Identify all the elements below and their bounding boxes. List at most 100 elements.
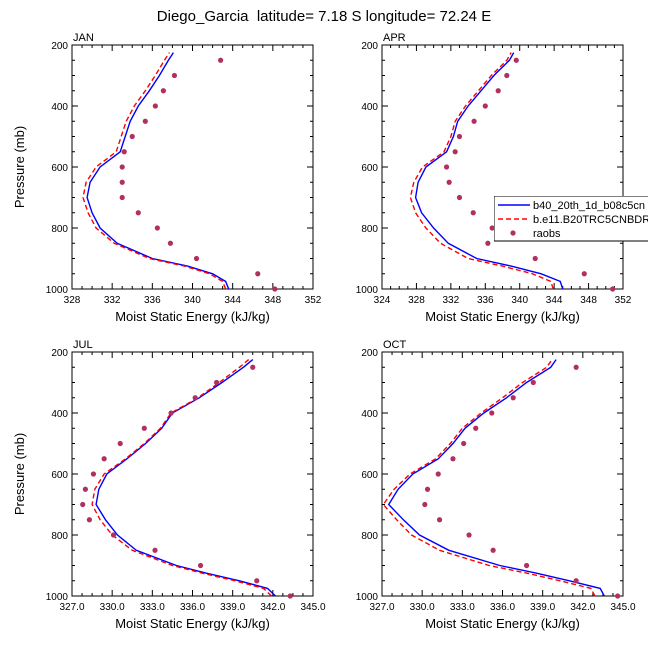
raobs-point	[197, 562, 204, 569]
series-line-b-e11	[409, 52, 554, 290]
x-tick-label: 352	[615, 295, 632, 306]
legend-entry: b.e11.B20TRC5CNBDRD	[533, 214, 648, 226]
raobs-point	[610, 286, 616, 292]
legend-entry: raobs	[533, 228, 561, 240]
raobs-point	[160, 88, 166, 94]
plot-frame	[71, 44, 314, 290]
y-axis-label: Pressure (mb)	[12, 126, 27, 208]
x-tick-label: 348	[580, 295, 597, 306]
x-tick-label: 330.0	[100, 602, 125, 613]
raobs-point	[450, 456, 456, 462]
panel-jul: 327.0 330.0 333.0 336.0 339.0 342.0 345.0 200 40…	[12, 339, 326, 631]
raobs-point	[192, 395, 198, 401]
raobs-point	[532, 255, 538, 262]
y-tick-label: 1000	[46, 592, 69, 603]
raobs-point	[435, 471, 441, 477]
y-tick-label: 800	[51, 531, 68, 542]
raobs-point	[504, 72, 510, 79]
raobs-point	[101, 456, 107, 462]
x-tick-label: 328	[408, 295, 425, 306]
x-tick-label: 344	[546, 295, 563, 306]
x-tick-label: 336.0	[180, 602, 205, 613]
raobs-point	[456, 133, 463, 140]
y-tick-label: 600	[51, 163, 68, 174]
raobs-point	[119, 164, 125, 170]
series-line-b40	[95, 359, 276, 597]
raobs-point	[119, 179, 125, 185]
panel-title: JAN	[73, 32, 94, 44]
raobs-point	[443, 164, 450, 170]
panel-title: OCT	[383, 339, 407, 351]
y-tick-label: 400	[361, 409, 378, 420]
x-tick-label: 327.0	[59, 602, 84, 613]
raobs-point	[422, 501, 428, 508]
legend-marker	[510, 230, 516, 236]
y-tick-label: 200	[361, 348, 378, 359]
series-line-b-e11	[91, 359, 272, 597]
raobs-point	[495, 88, 501, 94]
raobs-point	[287, 593, 293, 599]
raobs-point	[121, 149, 127, 155]
x-tick-label: 345.0	[610, 602, 635, 613]
y-tick-label: 200	[51, 41, 68, 52]
raobs-point	[135, 210, 141, 216]
raobs-point	[80, 501, 86, 508]
x-axis-label: Moist Static Energy (kJ/kg)	[115, 309, 270, 324]
raobs-point	[490, 547, 496, 553]
plot-frame	[381, 44, 624, 290]
x-tick-label: 342.0	[260, 602, 285, 613]
x-axis-label: Moist Static Energy (kJ/kg)	[425, 616, 580, 631]
raobs-point	[167, 240, 174, 246]
raobs-point	[424, 486, 431, 492]
raobs-point	[482, 103, 488, 109]
series-line-b40	[86, 52, 230, 290]
series-line-b-e11	[82, 52, 227, 290]
x-tick-label: 339.0	[530, 602, 555, 613]
raobs-point	[489, 410, 495, 416]
raobs-point	[489, 225, 495, 231]
raobs-point	[86, 517, 93, 523]
raobs-point	[214, 379, 220, 386]
y-tick-label: 600	[361, 163, 378, 174]
raobs-point	[142, 118, 148, 124]
raobs-point	[90, 471, 97, 477]
raobs-point	[250, 364, 256, 370]
raobs-point	[117, 440, 123, 447]
raobs-point	[154, 225, 160, 231]
y-tick-label: 600	[51, 470, 68, 481]
y-tick-label: 600	[361, 470, 378, 481]
figure-title: Diego_Garcia latitude= 7.18 S longitude=…	[156, 8, 492, 25]
raobs-point	[461, 440, 467, 447]
x-axis-label: Moist Static Energy (kJ/kg)	[115, 616, 270, 631]
raobs-point	[168, 410, 174, 416]
raobs-point	[573, 578, 579, 584]
raobs-point	[119, 194, 125, 201]
series-line-b40	[387, 359, 605, 597]
raobs-point	[470, 210, 476, 216]
x-tick-label: 345.0	[300, 602, 325, 613]
raobs-point	[524, 562, 530, 569]
raobs-point	[272, 286, 278, 292]
legend: b40_20th_1d_b08c5cn b.e11.B20TRC5CNBDRD ra…	[494, 196, 648, 242]
raobs-point	[452, 149, 458, 155]
x-tick-label: 340	[184, 295, 201, 306]
raobs-point	[510, 395, 516, 401]
raobs-point	[82, 486, 88, 492]
raobs-point	[218, 57, 224, 63]
y-tick-label: 1000	[356, 592, 379, 603]
legend-box	[494, 196, 648, 242]
panel-apr: 324 328 332 336 340 344 348 352 200 400 600 800 1000…	[356, 32, 632, 324]
y-tick-label: 800	[361, 224, 378, 235]
y-axis-label: Pressure (mb)	[12, 433, 27, 515]
raobs-point	[436, 517, 443, 523]
raobs-point	[513, 57, 519, 63]
raobs-point	[471, 118, 477, 124]
series-line-b-e11	[382, 359, 596, 597]
x-tick-label: 328	[64, 295, 81, 306]
y-tick-label: 800	[361, 531, 378, 542]
x-tick-label: 336	[477, 295, 494, 306]
x-tick-label: 344	[224, 295, 241, 306]
raobs-point	[573, 364, 579, 370]
raobs-point	[193, 255, 200, 262]
